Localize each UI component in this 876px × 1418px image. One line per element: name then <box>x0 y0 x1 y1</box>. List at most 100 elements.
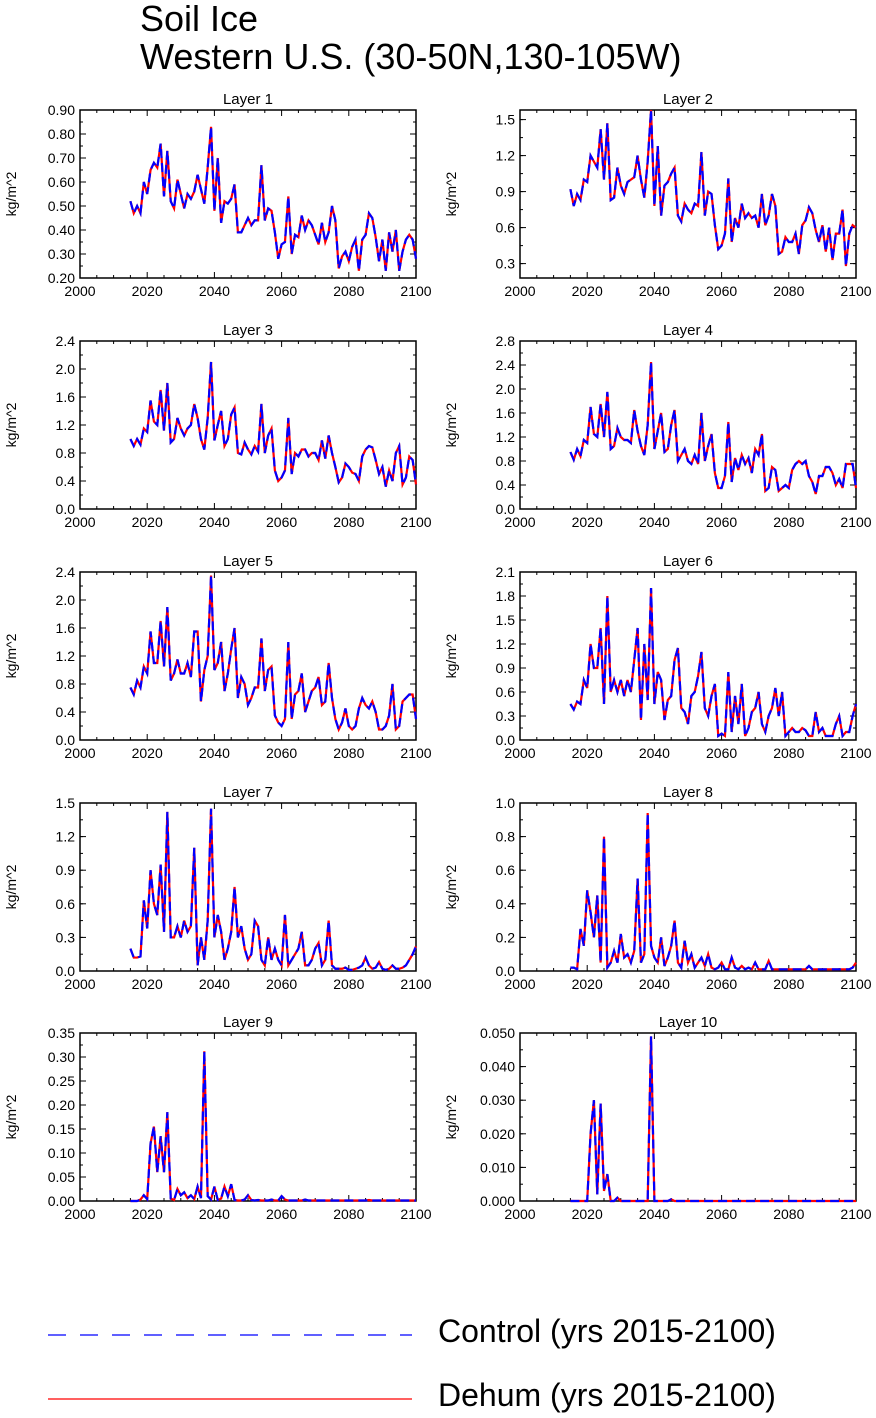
y-tick-label: 0.25 <box>48 1073 75 1089</box>
y-tick-label: 2.0 <box>56 361 76 377</box>
y-tick-label: 0.60 <box>48 174 75 190</box>
series-line-dehum-layer-10 <box>570 1036 856 1203</box>
y-tick-label: 0.2 <box>496 929 516 945</box>
series-line-dehum-layer-6 <box>569 587 858 739</box>
x-tick-label: 2100 <box>840 745 871 761</box>
y-tick-label: 1.2 <box>56 829 76 845</box>
y-tick-label: 1.8 <box>496 588 516 604</box>
y-axis-label-layer-9: kg/m^2 <box>3 1094 19 1139</box>
panel-title-layer-10: Layer 10 <box>659 1014 717 1031</box>
y-tick-label: 0.0 <box>496 501 516 517</box>
x-tick-label: 2060 <box>706 976 737 992</box>
y-tick-label: 1.0 <box>496 795 516 811</box>
y-tick-label: 2.4 <box>496 357 516 373</box>
chart-panel-layer-5: Layer 5 kg/m^2 2000 2020 2040 2060 2080 2100 0.0… <box>3 553 432 761</box>
x-tick-label: 2060 <box>266 283 297 299</box>
legend-control-label: Control (yrs 2015-2100) <box>438 1313 776 1349</box>
series-line-dehum-layer-1 <box>129 126 418 271</box>
x-tick-label: 2060 <box>266 745 297 761</box>
y-tick-label: 0.0 <box>496 732 516 748</box>
x-tick-label: 2020 <box>572 283 603 299</box>
page-title: Soil Ice Western U.S. (30-50N,130-105W) <box>140 0 682 76</box>
y-tick-label: 0.30 <box>48 1049 75 1065</box>
series-line-control-layer-1 <box>129 126 418 271</box>
y-tick-label: 2.8 <box>496 333 516 349</box>
y-tick-label: 0.0 <box>56 963 76 979</box>
series-line-dehum-layer-7 <box>129 808 418 972</box>
y-axis-label-layer-2: kg/m^2 <box>443 171 459 216</box>
y-axis-label-layer-10: kg/m^2 <box>443 1094 459 1139</box>
y-tick-label: 0.9 <box>56 862 76 878</box>
panel-title-layer-1: Layer 1 <box>223 91 273 108</box>
y-tick-label: 0.8 <box>56 445 76 461</box>
chart-panel-layer-8: Layer 8 kg/m^2 2000 2020 2040 2060 2080 2100 0.0… <box>443 784 872 992</box>
y-tick-label: 0.0 <box>56 501 76 517</box>
x-tick-label: 2080 <box>773 745 804 761</box>
series-line-control-layer-2 <box>569 109 857 267</box>
x-tick-label: 2060 <box>266 514 297 530</box>
x-tick-label: 2020 <box>572 1206 603 1222</box>
x-tick-label: 2100 <box>400 745 431 761</box>
x-tick-label: 2000 <box>64 745 95 761</box>
x-tick-label: 2060 <box>706 745 737 761</box>
x-tick-label: 2040 <box>199 514 230 530</box>
panel-title-layer-7: Layer 7 <box>223 784 273 801</box>
plot-frame-layer-8 <box>519 802 857 972</box>
x-tick-label: 2040 <box>639 514 670 530</box>
series-line-control-layer-5 <box>129 575 418 733</box>
y-tick-label: 0.8 <box>496 829 516 845</box>
series-line-control-layer-9 <box>130 1051 416 1203</box>
x-tick-label: 2100 <box>840 1206 871 1222</box>
x-tick-label: 2020 <box>132 1206 163 1222</box>
panel-title-layer-2: Layer 2 <box>663 91 713 108</box>
y-tick-label: 1.2 <box>496 148 516 164</box>
x-tick-label: 2000 <box>64 976 95 992</box>
x-tick-label: 2020 <box>572 976 603 992</box>
y-tick-label: 2.1 <box>496 564 516 580</box>
x-tick-label: 2080 <box>333 514 364 530</box>
y-tick-label: 0.9 <box>496 184 516 200</box>
y-tick-label: 0.4 <box>496 477 516 493</box>
x-tick-label: 2100 <box>400 976 431 992</box>
x-tick-label: 2040 <box>639 745 670 761</box>
y-tick-label: 0.3 <box>496 708 516 724</box>
series-line-control-layer-4 <box>569 361 858 495</box>
x-tick-label: 2020 <box>132 514 163 530</box>
legend-dehum-label: Dehum (yrs 2015-2100) <box>438 1377 776 1413</box>
x-tick-label: 2000 <box>64 514 95 530</box>
x-tick-label: 2020 <box>132 745 163 761</box>
y-tick-label: 1.6 <box>496 405 516 421</box>
x-tick-label: 2080 <box>333 976 364 992</box>
y-tick-label: 0.50 <box>48 198 75 214</box>
x-tick-label: 2000 <box>504 1206 535 1222</box>
y-tick-label: 0.6 <box>496 862 516 878</box>
x-tick-label: 2080 <box>773 1206 804 1222</box>
x-tick-label: 2000 <box>64 1206 95 1222</box>
x-tick-label: 2060 <box>706 283 737 299</box>
y-tick-label: 0.030 <box>480 1092 515 1108</box>
chart-panel-layer-6: Layer 6 kg/m^2 2000 2020 2040 2060 2080 2100 0.0… <box>443 553 872 761</box>
plot-frame-layer-3 <box>79 340 417 510</box>
x-tick-label: 2100 <box>840 283 871 299</box>
x-tick-label: 2100 <box>400 283 431 299</box>
panel-title-layer-3: Layer 3 <box>223 322 273 339</box>
x-tick-label: 2060 <box>266 1206 297 1222</box>
x-tick-label: 2040 <box>199 283 230 299</box>
chart-panel-layer-9: Layer 9 kg/m^2 2000 2020 2040 2060 2080 2100 0.0… <box>3 1014 432 1222</box>
y-tick-label: 1.6 <box>56 620 76 636</box>
x-tick-label: 2000 <box>504 745 535 761</box>
x-tick-label: 2000 <box>504 283 535 299</box>
y-tick-label: 0.05 <box>48 1169 75 1185</box>
y-axis-label-layer-5: kg/m^2 <box>3 633 19 678</box>
y-tick-label: 0.35 <box>48 1025 75 1041</box>
y-axis-label-layer-1: kg/m^2 <box>3 171 19 216</box>
y-tick-label: 0.010 <box>480 1159 515 1175</box>
x-tick-label: 2040 <box>199 745 230 761</box>
y-axis-label-layer-3: kg/m^2 <box>3 402 19 447</box>
series-line-control-layer-7 <box>129 808 418 972</box>
x-tick-label: 2020 <box>132 976 163 992</box>
panel-title-layer-4: Layer 4 <box>663 322 713 339</box>
y-tick-label: 1.5 <box>56 795 76 811</box>
y-tick-label: 0.20 <box>48 1097 75 1113</box>
y-tick-label: 0.4 <box>56 704 76 720</box>
